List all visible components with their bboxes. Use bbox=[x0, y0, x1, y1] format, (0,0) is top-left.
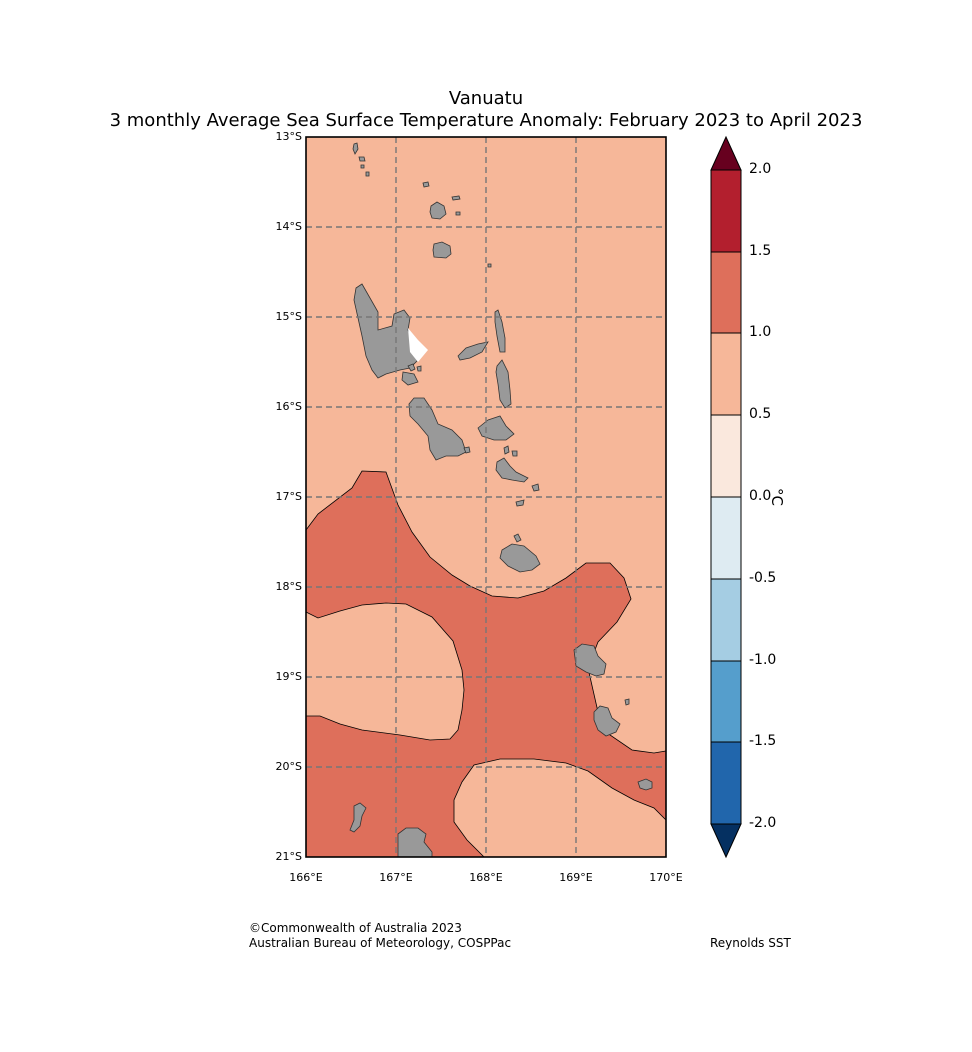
tanna bbox=[593, 705, 621, 737]
paama bbox=[503, 445, 510, 455]
copyright-text: ©Commonwealth of Australia 2023 bbox=[249, 921, 462, 935]
torres-islands bbox=[352, 142, 359, 155]
lat-label-15s: 15°S bbox=[275, 310, 302, 323]
colorbar-segment-1.0-1.5 bbox=[711, 252, 741, 333]
lat-label-17s: 17°S bbox=[275, 490, 302, 503]
anomaly-pocket-west bbox=[305, 602, 465, 741]
gaua bbox=[432, 241, 452, 259]
lat-label-14s: 14°S bbox=[275, 220, 302, 233]
epi bbox=[495, 457, 529, 483]
lon-label-166e: 166°E bbox=[289, 871, 323, 884]
lon-label-167e: 167°E bbox=[379, 871, 413, 884]
colorbar-tick-neg0.5: -0.5 bbox=[749, 570, 777, 586]
lon-label-169e: 169°E bbox=[559, 871, 593, 884]
footer-credits: ©Commonwealth of Australia 2023 Australi… bbox=[249, 921, 511, 951]
colorbar-tick-0.5: 0.5 bbox=[749, 406, 772, 422]
dataset-text: Reynolds SST bbox=[710, 936, 791, 950]
colorbar-tick-1.5: 1.5 bbox=[749, 243, 772, 259]
colorbar-segment-neg1.0-neg0.5 bbox=[711, 579, 741, 661]
maewo bbox=[494, 309, 506, 353]
colorbar-segment-0.0-0.5 bbox=[711, 415, 741, 497]
map-title: Vanuatu bbox=[448, 88, 524, 109]
aniwa bbox=[637, 778, 653, 791]
lon-label-168e: 168°E bbox=[469, 871, 503, 884]
colorbar-under-arrow bbox=[710, 823, 742, 859]
lat-label-18s: 18°S bbox=[275, 580, 302, 593]
colorbar-segment-1.5-2.0 bbox=[711, 170, 741, 252]
lat-label-21s: 21°S bbox=[275, 850, 302, 863]
colorbar-segment-neg2.0-neg1.5 bbox=[711, 742, 741, 824]
colorbar-tick-2.0: 2.0 bbox=[749, 161, 772, 177]
pentecost bbox=[495, 359, 512, 409]
map-frame bbox=[305, 136, 667, 858]
colorbar-unit-label: °C bbox=[768, 488, 786, 506]
lat-label-13s: 13°S bbox=[275, 130, 302, 143]
islands bbox=[349, 142, 653, 858]
malekula bbox=[408, 397, 467, 461]
colorbar-segment-neg1.5-neg1.0 bbox=[711, 661, 741, 742]
vanua-lava bbox=[429, 201, 447, 220]
colorbar-tick-neg1.0: -1.0 bbox=[749, 652, 777, 668]
colorbar-tick-1.0: 1.0 bbox=[749, 324, 772, 340]
masked-area bbox=[408, 328, 428, 362]
colorbar-segment-neg0.5-0.0 bbox=[711, 497, 741, 579]
aneityum bbox=[349, 802, 367, 833]
colorbar bbox=[710, 135, 742, 859]
colorbar-tick-neg1.5: -1.5 bbox=[749, 733, 777, 749]
efate bbox=[499, 543, 541, 573]
lat-label-19s: 19°S bbox=[275, 670, 302, 683]
lon-label-170e: 170°E bbox=[649, 871, 683, 884]
ureparapara bbox=[422, 181, 430, 188]
colorbar-tick-0.0: 0.0 bbox=[749, 488, 772, 504]
ambae bbox=[457, 341, 489, 361]
agency-text: Australian Bureau of Meteorology, COSPPa… bbox=[249, 936, 512, 950]
lat-label-16s: 16°S bbox=[275, 400, 302, 413]
gridlines bbox=[306, 137, 666, 857]
lat-label-20s: 20°S bbox=[275, 760, 302, 773]
erromango bbox=[573, 643, 607, 677]
map-subtitle: 3 monthly Average Sea Surface Temperatur… bbox=[109, 110, 863, 131]
colorbar-tick-neg2.0: -2.0 bbox=[749, 815, 777, 831]
colorbar-segment-0.5-1.0 bbox=[711, 333, 741, 415]
colorbar-over-arrow bbox=[710, 135, 742, 171]
